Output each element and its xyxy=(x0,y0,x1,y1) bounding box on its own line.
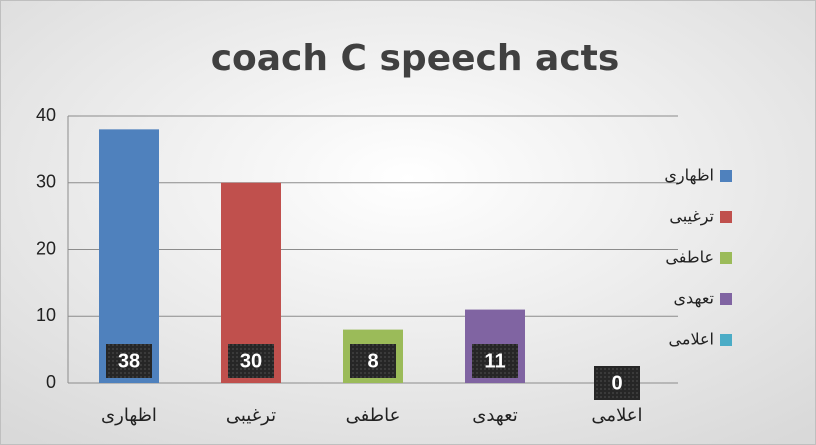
y-tick-label: 0 xyxy=(46,372,56,392)
value-label-box xyxy=(350,344,396,378)
legend-label: اظهاری xyxy=(664,166,714,186)
y-tick-label: 40 xyxy=(36,105,56,125)
value-label: 8 xyxy=(367,350,378,372)
legend-swatch xyxy=(720,334,732,346)
value-label: 30 xyxy=(240,350,262,372)
value-label-box xyxy=(106,344,152,378)
value-label: 38 xyxy=(118,350,140,372)
legend-label: ترغیبی xyxy=(669,207,714,227)
value-label-box xyxy=(594,366,640,400)
x-tick-label: تعهدی xyxy=(472,405,518,426)
legend-swatch xyxy=(720,293,732,305)
x-tick-label: عاطفی xyxy=(346,405,401,426)
value-label: 0 xyxy=(611,372,622,394)
legend-swatch xyxy=(720,252,732,264)
x-tick-label: ترغیبی xyxy=(226,405,276,426)
y-tick-label: 10 xyxy=(36,305,56,325)
value-label-box xyxy=(228,344,274,378)
bar xyxy=(99,129,159,383)
legend-label: تعهدی xyxy=(674,289,714,309)
value-label-box xyxy=(472,344,518,378)
legend-label: اعلامی xyxy=(669,330,714,349)
value-label: 11 xyxy=(484,350,505,372)
chart-title: coach C speech acts xyxy=(211,38,620,79)
x-tick-label: اظهاری xyxy=(101,405,157,426)
y-tick-label: 30 xyxy=(36,172,56,192)
legend-swatch xyxy=(720,211,732,223)
y-tick-label: 20 xyxy=(36,238,56,258)
legend-swatch xyxy=(720,170,732,182)
legend-label: عاطفی xyxy=(665,248,714,267)
x-tick-label: اعلامی xyxy=(591,405,642,426)
